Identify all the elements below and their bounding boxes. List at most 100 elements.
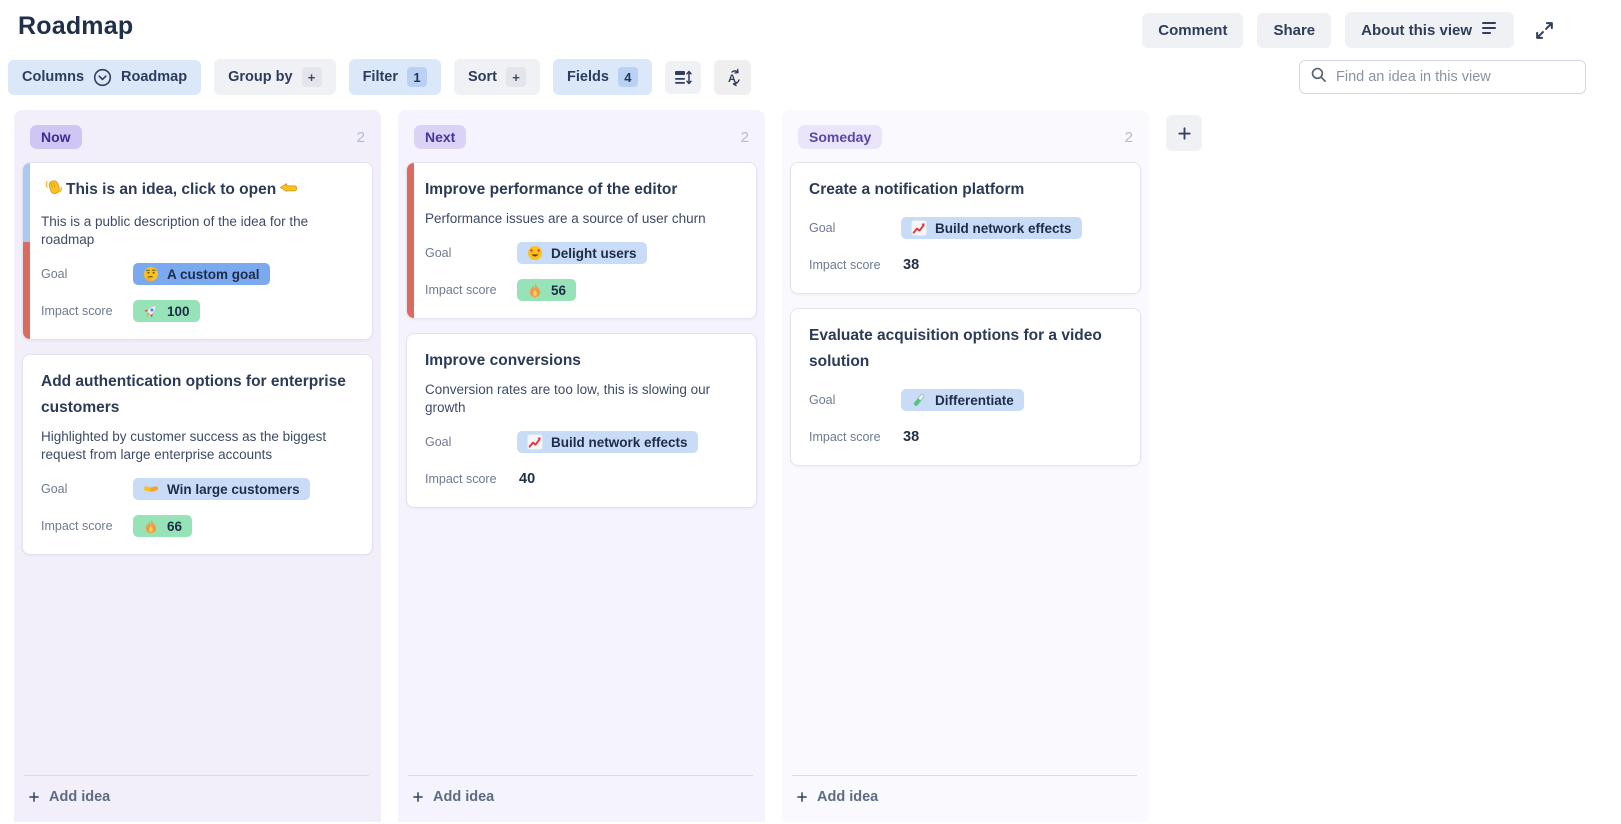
- impact-field-row: Impact score 38: [809, 425, 1124, 449]
- chart-increasing-icon: [527, 434, 543, 450]
- header-actions: Comment Share About this view: [1142, 12, 1561, 48]
- columns-selector-button[interactable]: Columns Roadmap: [8, 59, 202, 95]
- column-name-badge[interactable]: Now: [30, 125, 82, 149]
- share-button-label: Share: [1273, 21, 1316, 39]
- page-title: Roadmap: [18, 12, 134, 40]
- goal-field-row: Goal Delight users: [425, 241, 740, 265]
- idea-title: This is an idea, click to open: [41, 177, 356, 206]
- idea-description: Conversion rates are too low, this is sl…: [425, 382, 711, 415]
- idea-description: Highlighted by customer success as the b…: [41, 429, 327, 462]
- sort-button[interactable]: Sort +: [454, 59, 541, 95]
- idea-title-text: This is an idea, click to open: [66, 181, 277, 198]
- columns-button-value: Roadmap: [121, 69, 188, 85]
- idea-card[interactable]: This is an idea, click to open This is a…: [22, 162, 373, 340]
- impact-score-value: 66: [167, 518, 183, 534]
- row-height-button[interactable]: [664, 60, 701, 94]
- comment-button-label: Comment: [1158, 21, 1228, 39]
- accent-bar-blue: [23, 163, 30, 243]
- idea-card[interactable]: Add authentication options for enterpris…: [22, 354, 373, 555]
- rocket-icon: [143, 303, 159, 319]
- wave-icon: [44, 178, 63, 206]
- plus-icon: [796, 791, 808, 803]
- align-left-icon: [1482, 21, 1498, 39]
- column-someday: Someday 2 Create a notification platform…: [782, 110, 1149, 822]
- goal-field-row: Goal Build network effects: [425, 430, 740, 454]
- sort-add-chip: +: [506, 67, 527, 87]
- group-by-button[interactable]: Group by +: [214, 59, 336, 95]
- add-column-button[interactable]: [1166, 115, 1202, 151]
- group-by-label: Group by: [228, 69, 293, 85]
- idea-card[interactable]: Improve performance of the editor Perfor…: [406, 162, 757, 319]
- idea-description: This is a public description of the idea…: [41, 214, 309, 247]
- column-name-badge[interactable]: Next: [414, 125, 467, 149]
- impact-score-value: 56: [551, 282, 567, 298]
- expand-view-button[interactable]: [1528, 14, 1561, 47]
- filter-count-chip: 1: [407, 67, 428, 87]
- sort-label: Sort: [468, 69, 498, 85]
- thinking-face-icon: [143, 266, 159, 282]
- impact-score-value: 38: [903, 257, 920, 273]
- share-button[interactable]: Share: [1257, 12, 1332, 48]
- impact-field-label: Impact score: [809, 430, 881, 444]
- filter-label: Filter: [362, 69, 399, 85]
- impact-score-value: 100: [167, 303, 190, 319]
- goal-field-label: Goal: [809, 393, 836, 407]
- idea-card[interactable]: Evaluate acquisition options for a video…: [790, 308, 1141, 466]
- fields-label: Fields: [567, 69, 609, 85]
- impact-field-label: Impact score: [425, 283, 497, 297]
- idea-card[interactable]: Create a notification platform Goal Buil…: [790, 162, 1141, 294]
- column-next: Next 2 Improve performance of the editor…: [398, 110, 765, 822]
- plus-icon: [1177, 126, 1192, 141]
- add-idea-button[interactable]: Add idea: [412, 789, 494, 805]
- add-idea-button[interactable]: Add idea: [28, 789, 110, 805]
- goal-field-row: Goal Differentiate: [809, 388, 1124, 412]
- impact-score-badge: 100: [133, 300, 200, 322]
- fields-button[interactable]: Fields 4: [553, 59, 652, 95]
- add-idea-button[interactable]: Add idea: [796, 789, 878, 805]
- page-header: Roadmap Comment Share About this view: [0, 0, 1621, 52]
- row-height-icon: [674, 69, 692, 86]
- goal-field-row: Goal Build network effects: [809, 216, 1124, 240]
- impact-score-value: 38: [903, 429, 920, 445]
- point-left-icon: [279, 178, 298, 206]
- column-name-badge[interactable]: Someday: [798, 125, 883, 149]
- about-this-view-label: About this view: [1361, 21, 1472, 39]
- impact-field-row: Impact score 38: [809, 253, 1124, 277]
- idea-description: Performance issues are a source of user …: [425, 211, 706, 226]
- card-accent-bar: [407, 163, 414, 318]
- goal-field-label: Goal: [41, 482, 68, 496]
- search-icon: [1310, 66, 1327, 88]
- goal-badge-label: Delight users: [551, 245, 637, 261]
- idea-title: Add authentication options for enterpris…: [41, 373, 346, 416]
- idea-card[interactable]: Improve conversions Conversion rates are…: [406, 333, 757, 508]
- goal-field-label: Goal: [425, 246, 452, 260]
- filter-button[interactable]: Filter 1: [348, 59, 442, 95]
- impact-field-label: Impact score: [41, 519, 113, 533]
- auto-sort-icon: A: [723, 68, 742, 87]
- comment-button[interactable]: Comment: [1142, 12, 1244, 48]
- goal-badge: Build network effects: [901, 217, 1082, 239]
- goal-badge: A custom goal: [133, 263, 270, 285]
- impact-field-row: Impact score 66: [41, 514, 356, 538]
- search-input[interactable]: [1336, 69, 1575, 85]
- view-toolbar: Columns Roadmap Group by + Filter 1 Sort…: [0, 58, 1621, 96]
- impact-field-row: Impact score 100: [41, 299, 356, 323]
- column-count: 2: [356, 128, 365, 146]
- idea-title: Evaluate acquisition options for a video…: [809, 327, 1102, 370]
- goal-badge: Differentiate: [901, 389, 1024, 411]
- goal-field-row: Goal Win large customers: [41, 477, 356, 501]
- goal-badge-label: Differentiate: [935, 392, 1014, 408]
- about-this-view-button[interactable]: About this view: [1345, 12, 1514, 48]
- goal-badge: Win large customers: [133, 478, 310, 500]
- auto-sort-button[interactable]: A: [713, 59, 751, 95]
- impact-field-row: Impact score 56: [425, 278, 740, 302]
- roadmap-board: Now 2 This is an idea, click to open Thi…: [0, 110, 1621, 822]
- goal-badge-label: Build network effects: [551, 434, 688, 450]
- column-count: 2: [1124, 128, 1133, 146]
- goal-badge-label: A custom goal: [167, 266, 260, 282]
- impact-field-label: Impact score: [809, 258, 881, 272]
- add-idea-label: Add idea: [49, 789, 111, 805]
- toolbar-controls: Columns Roadmap Group by + Filter 1 Sort…: [8, 59, 751, 95]
- column-header: Next 2: [398, 110, 765, 160]
- fire-icon: [143, 518, 159, 534]
